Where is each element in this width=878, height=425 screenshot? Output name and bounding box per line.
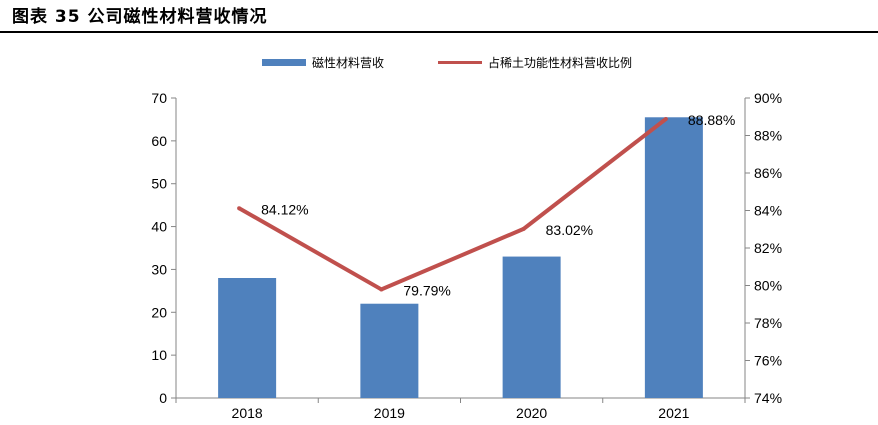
line-data-label: 79.79%: [403, 282, 450, 298]
right-y-tick-label: 84%: [754, 203, 782, 219]
line-point-2019: [379, 287, 384, 292]
x-tick-label: 2021: [658, 405, 689, 421]
legend-line-label: 占稀土功能性材料营收比例: [488, 55, 632, 70]
right-y-tick-label: 74%: [754, 390, 782, 406]
x-tick-label: 2020: [516, 405, 547, 421]
bar-2020: [502, 256, 561, 398]
bars: [218, 117, 703, 399]
axes: 0 10 20 30 40 50 60 70 74% 76% 78% 80% 82% 84% 86% 88% 9…: [151, 90, 782, 421]
line-series-path: [238, 117, 668, 292]
left-y-tick-label: 20: [151, 304, 167, 320]
left-y-tick-label: 30: [151, 261, 167, 277]
right-y-tick-label: 86%: [754, 165, 782, 181]
left-y-tick-label: 40: [151, 219, 167, 235]
title-rule: [0, 31, 878, 33]
right-y-tick-label: 88%: [754, 128, 782, 144]
line-data-label: 83.02%: [546, 222, 593, 238]
left-y-tick-label: 50: [151, 176, 167, 192]
right-y-tick-label: 80%: [754, 278, 782, 294]
legend-bar-label: 磁性材料营收: [312, 55, 384, 70]
bar-2021: [644, 117, 703, 399]
line-series: 84.12% 79.79% 83.02% 88.88%: [237, 112, 735, 298]
line-point-2018: [237, 206, 242, 211]
right-y-tick-label: 90%: [754, 90, 782, 106]
x-tick-label: 2019: [374, 405, 405, 421]
right-y-tick-label: 76%: [754, 353, 782, 369]
legend: 磁性材料营收 占稀土功能性材料营收比例: [262, 55, 632, 70]
line-data-label: 88.88%: [688, 112, 735, 128]
left-y-tick-label: 10: [151, 347, 167, 363]
x-tick-label: 2018: [232, 405, 263, 421]
line-point-2021: [663, 117, 668, 121]
right-y-tick-label: 82%: [754, 240, 782, 256]
left-y-tick-label: 0: [159, 390, 167, 406]
bar-2019: [360, 303, 419, 398]
legend-bar-swatch: [262, 59, 306, 66]
line-data-label: 84.12%: [261, 201, 308, 217]
line-point-2020: [521, 226, 526, 231]
figure-title: 图表 35 公司磁性材料营收情况: [12, 7, 268, 27]
right-y-tick-label: 78%: [754, 315, 782, 331]
left-y-tick-label: 60: [151, 133, 167, 149]
bar-2018: [218, 278, 277, 398]
left-y-tick-label: 70: [151, 90, 167, 106]
